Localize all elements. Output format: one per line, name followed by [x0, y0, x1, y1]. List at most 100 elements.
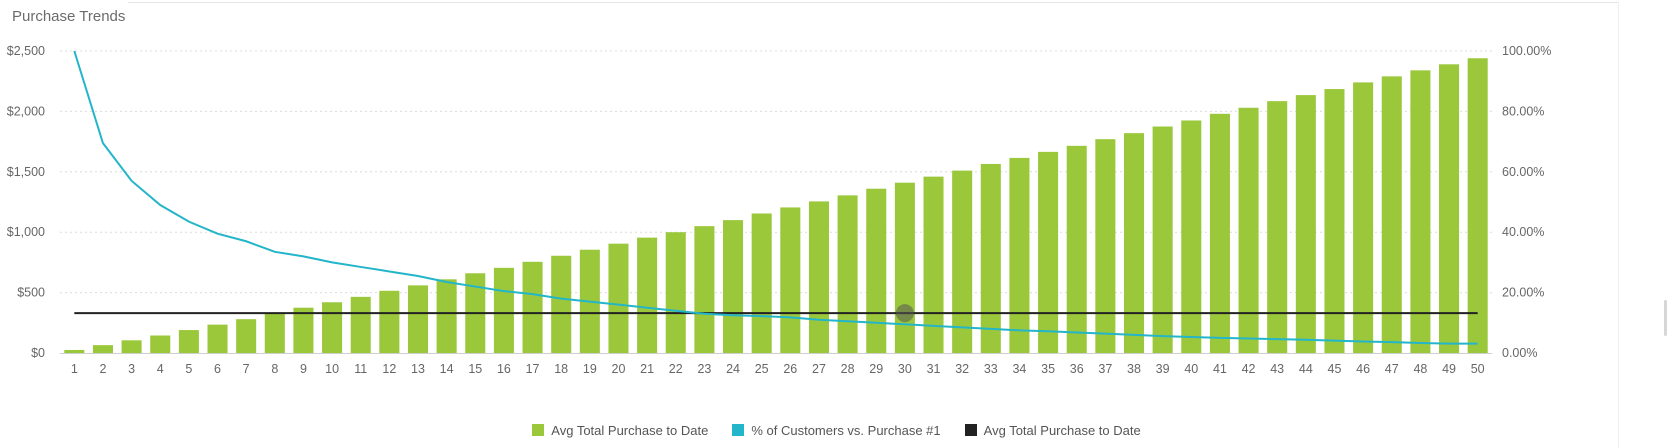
bar[interactable] [236, 319, 257, 353]
x-tick-label: 38 [1127, 362, 1141, 376]
bar[interactable] [1353, 82, 1374, 354]
bar[interactable] [178, 330, 199, 353]
x-tick-label: 19 [583, 362, 597, 376]
legend-item-avg-total-line[interactable]: Avg Total Purchase to Date [964, 422, 1141, 438]
bar[interactable] [551, 255, 572, 353]
bar[interactable] [522, 261, 543, 353]
chart-legend: Avg Total Purchase to Date % of Customer… [0, 420, 1673, 440]
y-right-tick-label: 40.00% [1502, 225, 1544, 239]
y-left-tick-label: $1,000 [7, 225, 45, 239]
bar[interactable] [1095, 139, 1116, 353]
bar[interactable] [322, 302, 343, 353]
x-tick-label: 36 [1070, 362, 1084, 376]
top-divider [128, 2, 1618, 3]
legend-swatch-teal [732, 424, 745, 436]
x-tick-label: 14 [440, 362, 454, 376]
legend-item-avg-total-bar[interactable]: Avg Total Purchase to Date [532, 423, 708, 438]
x-tick-label: 16 [497, 362, 511, 376]
bar[interactable] [837, 195, 858, 353]
x-tick-label: 3 [128, 362, 135, 376]
bar[interactable] [1123, 133, 1145, 353]
panel-resize-handle[interactable] [1664, 300, 1667, 336]
y-left-tick-label: $1,500 [7, 165, 45, 179]
bar[interactable] [121, 340, 142, 353]
bar[interactable] [1439, 64, 1460, 354]
x-tick-label: 18 [554, 362, 568, 376]
x-tick-label: 7 [243, 362, 250, 376]
bar[interactable] [1324, 89, 1345, 353]
x-tick-label: 41 [1213, 362, 1227, 376]
x-tick-label: 33 [984, 362, 998, 376]
x-tick-label: 21 [640, 362, 654, 376]
y-left-tick-label: $500 [17, 286, 45, 300]
x-tick-label: 25 [755, 362, 769, 376]
legend-label: Avg Total Purchase to Date [983, 422, 1141, 438]
bar[interactable] [1152, 126, 1173, 354]
bar[interactable] [665, 232, 686, 353]
y-axis-right: 0.00% 20.00% 40.00% 60.00% 80.00% 100.00% [1502, 44, 1551, 360]
bar[interactable] [407, 285, 429, 353]
bar[interactable] [92, 345, 113, 353]
x-tick-label: 20 [612, 362, 626, 376]
bar[interactable] [293, 307, 314, 353]
bar-series[interactable] [64, 58, 1488, 354]
x-tick-label: 9 [300, 362, 307, 376]
bar[interactable] [1066, 145, 1087, 353]
x-tick-label: 29 [869, 362, 883, 376]
bar[interactable] [207, 324, 228, 353]
bar[interactable] [350, 296, 371, 353]
bar[interactable] [1038, 151, 1059, 353]
bar[interactable] [1295, 95, 1316, 353]
bar[interactable] [980, 163, 1001, 353]
bar[interactable] [637, 237, 658, 353]
bar[interactable] [1467, 58, 1488, 354]
bar[interactable] [1381, 76, 1402, 354]
bar[interactable] [694, 226, 715, 353]
bar[interactable] [64, 349, 85, 353]
bar[interactable] [436, 279, 457, 353]
x-tick-label: 4 [157, 362, 164, 376]
x-tick-label: 45 [1328, 362, 1342, 376]
pct-customers-line[interactable] [73, 50, 1478, 345]
bar[interactable] [723, 220, 744, 353]
bar[interactable] [808, 201, 829, 353]
line-series[interactable] [73, 50, 1478, 345]
bar[interactable] [1238, 107, 1259, 353]
x-tick-label: 27 [812, 362, 826, 376]
y-right-tick-label: 60.00% [1502, 165, 1544, 179]
x-tick-label: 28 [841, 362, 855, 376]
bar[interactable] [751, 213, 772, 353]
bar[interactable] [1181, 120, 1202, 354]
x-axis: 1 2 3 4 5 6 7 8 9 10 11 12 13 14 15 16 17 18 19 20 21 22 23 24 2… [60, 353, 1492, 376]
x-tick-label: 49 [1442, 362, 1456, 376]
bar[interactable] [1209, 113, 1230, 353]
bar[interactable] [866, 188, 887, 353]
y-right-tick-label: 0.00% [1502, 346, 1537, 360]
legend-item-pct-customers[interactable]: % of Customers vs. Purchase #1 [732, 423, 941, 438]
bar[interactable] [1009, 157, 1030, 353]
bar[interactable] [1267, 101, 1288, 353]
x-tick-label: 8 [271, 362, 278, 376]
x-tick-label: 12 [382, 362, 396, 376]
x-tick-label: 46 [1356, 362, 1370, 376]
bar[interactable] [608, 243, 629, 353]
bar[interactable] [493, 267, 514, 353]
x-tick-label: 32 [955, 362, 969, 376]
bar[interactable] [379, 290, 400, 353]
bar[interactable] [264, 313, 285, 353]
x-tick-label: 48 [1413, 362, 1427, 376]
bar[interactable] [952, 170, 973, 353]
x-tick-label: 26 [783, 362, 797, 376]
x-tick-label: 15 [468, 362, 482, 376]
bar[interactable] [780, 207, 801, 353]
x-tick-label: 30 [898, 362, 912, 376]
hover-marker[interactable] [895, 304, 914, 323]
bar[interactable] [894, 182, 915, 353]
bar[interactable] [923, 176, 944, 353]
y-left-tick-label: $0 [31, 346, 45, 360]
x-tick-label: 17 [526, 362, 540, 376]
bar[interactable] [1410, 70, 1431, 353]
bar[interactable] [150, 335, 171, 353]
x-tick-label: 39 [1156, 362, 1170, 376]
